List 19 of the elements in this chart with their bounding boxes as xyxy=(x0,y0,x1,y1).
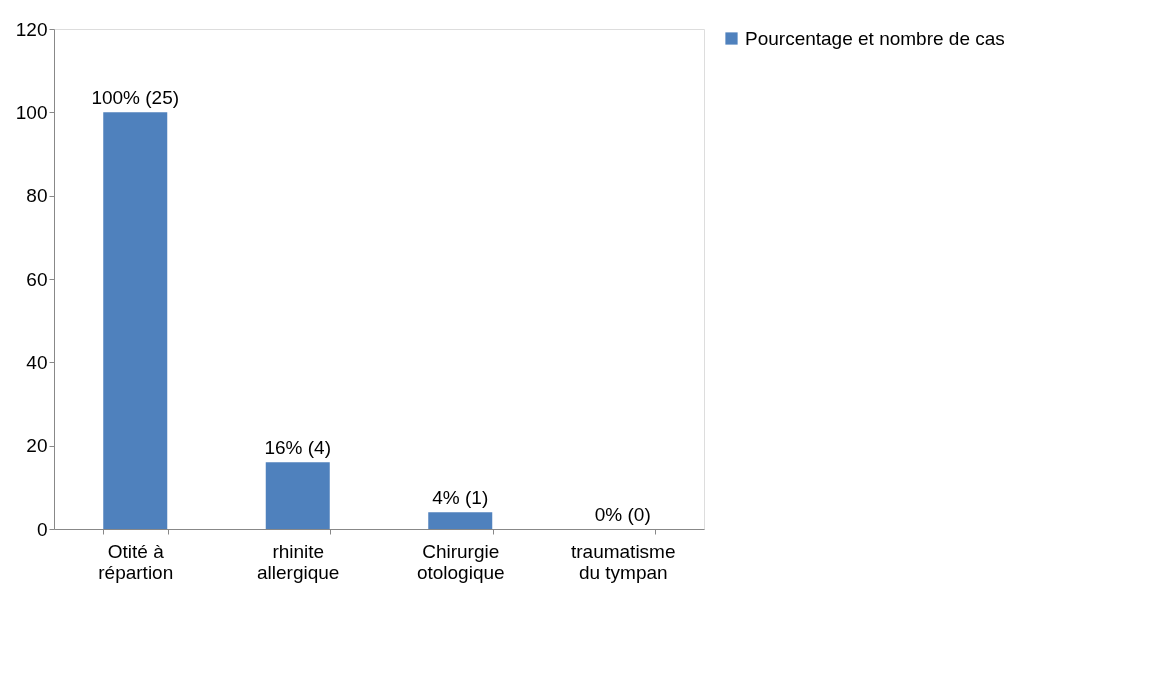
y-tick-label: 120 xyxy=(15,18,48,40)
y-tick-label: 60 xyxy=(26,268,48,290)
legend-label: Pourcentage et nombre de cas xyxy=(745,27,1005,49)
x-tick-label: Chirurgie otologique xyxy=(416,540,505,583)
bar xyxy=(265,462,330,529)
bar xyxy=(428,512,493,529)
y-tick-label: 80 xyxy=(26,185,48,207)
y-tick-label: 0 xyxy=(36,518,48,540)
text: 100% (25) xyxy=(91,87,180,109)
text: 0% (0) xyxy=(594,504,651,525)
bar xyxy=(103,112,168,529)
x-tick-label: Otité à répartion xyxy=(98,540,174,583)
y-tick-label: 20 xyxy=(26,435,48,457)
y-tick-label: 100 xyxy=(15,101,48,123)
x-tick-label: traumatisme du tympan xyxy=(570,540,676,583)
text: 4% (1) xyxy=(432,487,489,509)
x-tick-label: rhinite allergique xyxy=(257,540,340,583)
y-tick-label: 40 xyxy=(26,351,48,373)
text: 16% (4) xyxy=(264,437,332,459)
